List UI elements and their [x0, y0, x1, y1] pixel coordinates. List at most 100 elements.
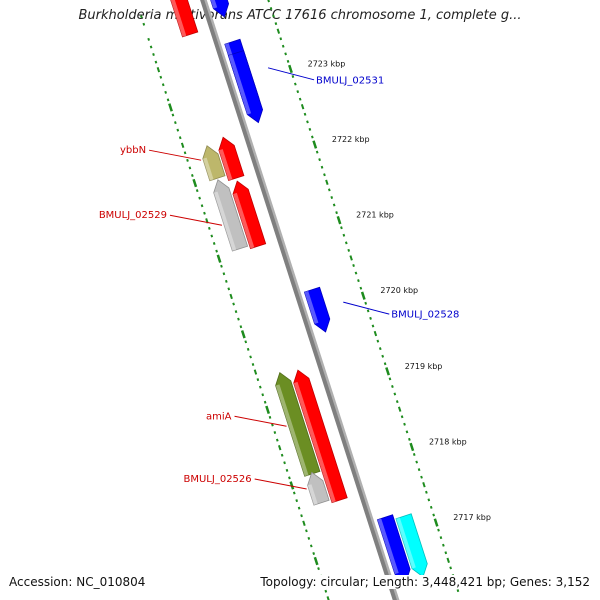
forward-minor-tick [239, 325, 243, 329]
reverse-minor-tick [383, 362, 387, 366]
reverse-minor-tick [344, 241, 348, 245]
reverse-minor-tick [444, 551, 448, 555]
reverse-minor-tick [427, 498, 431, 502]
reverse-major-tick [336, 215, 342, 225]
gene-arrow-9 [275, 371, 321, 477]
forward-minor-tick [297, 506, 301, 510]
gene-highlight-8 [304, 290, 319, 324]
reverse-minor-tick [397, 406, 402, 412]
gene-highlight-9 [275, 384, 309, 477]
forward-minor-tick [317, 567, 320, 571]
reverse-minor-tick [340, 226, 343, 230]
tick-label-0: 2723 kbp [308, 59, 346, 68]
reverse-minor-tick [330, 195, 334, 199]
gene-arrow-5 [218, 136, 245, 182]
gene-label-0: ybbN [120, 145, 146, 156]
forward-minor-tick [275, 438, 279, 442]
reverse-minor-tick [371, 324, 375, 328]
forward-minor-tick [166, 98, 170, 102]
forward-minor-tick [171, 113, 175, 117]
forward-minor-tick [232, 302, 235, 306]
reverse-minor-tick [369, 316, 372, 320]
gene-label-4: BMULJ_02531 [316, 75, 384, 86]
reverse-minor-tick [446, 557, 450, 564]
reverse-minor-tick [400, 415, 404, 419]
reverse-minor-tick [381, 354, 385, 358]
gene-highlight-7 [233, 192, 255, 249]
forward-minor-tick [220, 264, 223, 268]
reverse-minor-tick [281, 44, 285, 48]
label-leader-2 [234, 415, 287, 427]
reverse-minor-tick [420, 475, 423, 479]
forward-minor-tick [174, 121, 177, 125]
reverse-minor-tick [412, 453, 416, 457]
reverse-minor-tick [364, 301, 368, 305]
reverse-minor-tick [325, 179, 329, 186]
reverse-major-tick [312, 140, 318, 149]
reverse-minor-tick [439, 536, 443, 540]
reverse-minor-tick [403, 422, 406, 426]
backbone-line [200, 0, 397, 600]
forward-minor-tick [147, 37, 151, 41]
gene-label-5: BMULJ_02528 [391, 310, 459, 321]
gene-label-1: BMULJ_02529 [99, 210, 167, 221]
gene-arrow-13 [395, 513, 428, 578]
reverse-minor-tick [425, 490, 428, 494]
forward-minor-tick [268, 415, 272, 419]
forward-minor-tick [195, 189, 199, 193]
gene-arrow-3 [227, 50, 264, 124]
reverse-minor-tick [378, 347, 382, 351]
gene-highlight-1 [170, 0, 187, 37]
forward-minor-tick [154, 60, 158, 64]
forward-minor-tick [188, 166, 192, 170]
label-leader-1 [169, 214, 223, 226]
tick-label-4: 2719 kbp [405, 362, 443, 371]
forward-minor-tick [229, 293, 233, 300]
reverse-minor-tick [456, 589, 460, 593]
gene-highlight-5 [218, 149, 233, 181]
reverse-minor-tick [276, 28, 281, 34]
reverse-minor-tick [291, 75, 295, 79]
gene-arrow-4 [202, 145, 226, 182]
gene-highlight-6 [213, 191, 237, 251]
reverse-minor-tick [323, 173, 326, 177]
reverse-minor-tick [408, 437, 411, 441]
forward-minor-tick [261, 393, 265, 397]
reverse-minor-tick [415, 460, 419, 464]
label-leader-0 [148, 149, 202, 161]
gene-arrow-10 [307, 471, 330, 506]
label-leader-5 [343, 301, 390, 315]
reverse-minor-tick [332, 203, 336, 207]
reverse-minor-tick [395, 400, 399, 404]
reverse-minor-tick [417, 468, 421, 472]
reverse-minor-tick [349, 255, 353, 261]
reverse-minor-tick [272, 14, 275, 18]
accession-info: Accession: NC_010804 [9, 575, 146, 589]
gene-highlight-4 [202, 157, 214, 181]
gene-highlight-12 [377, 518, 399, 575]
forward-minor-tick [183, 151, 187, 155]
reverse-minor-tick [357, 279, 360, 283]
forward-minor-tick [215, 249, 218, 253]
reverse-minor-tick [449, 566, 452, 570]
reverse-minor-tick [347, 248, 351, 252]
reverse-minor-tick [308, 127, 312, 131]
forward-minor-tick [222, 272, 226, 276]
forward-minor-tick [288, 476, 291, 480]
forward-minor-tick [280, 453, 284, 457]
forward-minor-tick [292, 491, 296, 495]
tick-label-5: 2718 kbp [429, 437, 467, 446]
forward-minor-tick [246, 347, 250, 351]
reverse-minor-tick [388, 377, 392, 381]
label-leader-4 [267, 67, 315, 81]
reverse-minor-tick [354, 271, 358, 275]
reverse-minor-tick [352, 264, 355, 268]
gene-arrow-1 [170, 0, 199, 38]
reverse-minor-tick [405, 430, 409, 434]
reverse-minor-tick [391, 384, 394, 388]
backbone [200, 0, 400, 600]
forward-minor-tick [277, 444, 282, 451]
reverse-major-tick [360, 291, 366, 300]
reverse-minor-tick [422, 482, 426, 488]
forward-minor-tick [212, 242, 216, 246]
